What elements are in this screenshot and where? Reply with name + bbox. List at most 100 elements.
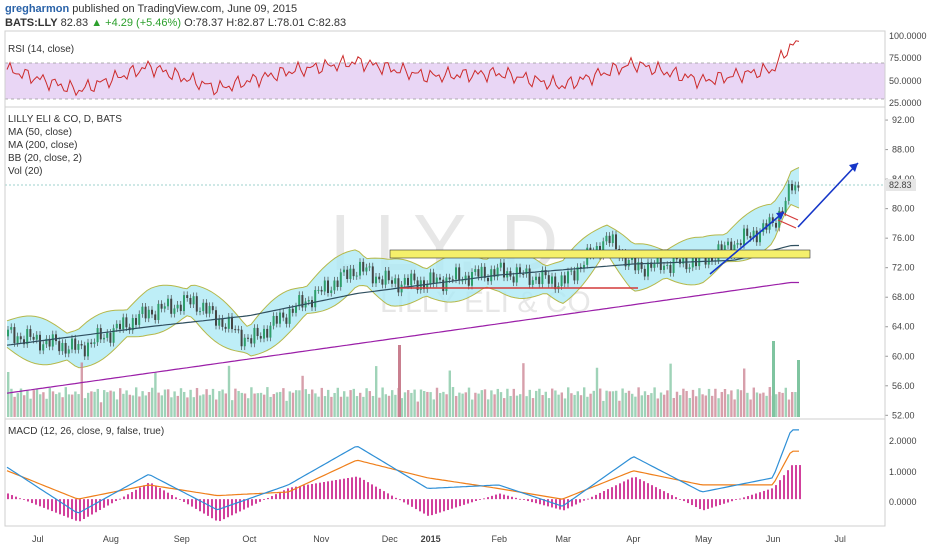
macd-hist-bar	[447, 499, 449, 510]
volume-bar	[333, 392, 336, 417]
macd-hist-bar	[571, 499, 573, 507]
macd-hist-bar	[511, 496, 513, 500]
macd-hist-bar	[143, 485, 145, 500]
volume-bar	[506, 388, 509, 417]
volume-bar	[202, 394, 205, 417]
volume-bar	[330, 396, 333, 417]
macd-hist-bar	[351, 477, 353, 500]
macd-hist-bar	[419, 499, 421, 512]
volume-bar	[51, 391, 55, 417]
x-tick-sep: Sep	[174, 534, 190, 544]
candle-body	[512, 276, 515, 283]
volume-bar	[32, 390, 35, 417]
macd-hist-bar	[311, 483, 313, 500]
volume-bar	[115, 399, 119, 417]
rsi-panel: RSI (14, close) 100.0000 75.0000 50.0000…	[5, 31, 927, 108]
candle-body	[455, 267, 457, 280]
volume-bar	[640, 395, 643, 417]
macd-hist-bar	[67, 499, 69, 518]
macd-hist-bar	[495, 494, 497, 500]
volume-bar	[621, 388, 624, 417]
price-panel: LLY, D LILLY ELI & CO LILLY ELI & CO, D,…	[5, 114, 916, 420]
candle-body	[442, 279, 445, 292]
macd-hist-bar	[383, 491, 385, 500]
candle-body	[637, 262, 640, 271]
macd-hist-bar	[747, 496, 749, 500]
candle-body	[464, 275, 467, 281]
macd-hist-bar	[399, 499, 401, 501]
volume-bar	[451, 387, 455, 417]
candle-body	[682, 255, 685, 264]
x-axis: Jul Aug Sep Oct Nov Dec 2015 Feb Mar Apr May Jun Jul	[32, 534, 846, 544]
volume-bar	[7, 372, 10, 417]
candle-body	[771, 217, 774, 223]
macd-hist-bar	[519, 498, 521, 500]
volume-bar	[775, 394, 778, 417]
macd-hist-bar	[327, 481, 329, 500]
volume-bar	[634, 396, 637, 417]
volume-bar	[39, 394, 42, 417]
volume-bar	[42, 392, 45, 417]
macd-hist-bar	[99, 499, 101, 511]
candle-body	[698, 253, 701, 267]
macd-hist-bar	[83, 499, 85, 519]
candle-body	[426, 283, 429, 290]
candle-body	[71, 338, 73, 350]
candle-body	[387, 270, 390, 281]
volume-bar	[19, 388, 23, 417]
volume-bar	[96, 388, 99, 417]
x-tick-mar: Mar	[556, 534, 572, 544]
candle-body	[160, 303, 163, 309]
macd-hist-bar	[583, 499, 585, 501]
candle-body	[663, 265, 665, 270]
volume-bars	[7, 341, 800, 417]
macd-hist-bar	[795, 465, 797, 500]
macd-hist-bar	[227, 499, 229, 518]
macd-hist-bar	[735, 499, 737, 500]
candle-body	[26, 329, 29, 345]
macd-hist-bar	[619, 483, 621, 500]
candle-body	[730, 241, 733, 256]
macd-hist-bar	[799, 465, 801, 500]
author-link[interactable]: gregharmon	[5, 3, 70, 15]
candle-body	[247, 337, 249, 339]
macd-hist-bar	[183, 499, 185, 502]
macd-hist-bar	[471, 499, 473, 503]
macd-signal-line	[6, 450, 799, 500]
macd-hist-bar	[359, 477, 361, 500]
volume-bar	[253, 393, 256, 417]
macd-hist-bar	[267, 497, 269, 500]
volume-bar	[192, 397, 195, 417]
volume-bar	[778, 391, 781, 417]
volume-bar	[458, 392, 461, 417]
price-tick-8: 60.00	[892, 351, 915, 361]
macd-tick-2: 0.0000	[889, 497, 917, 507]
candle-body	[55, 334, 57, 342]
candle-body	[727, 241, 729, 246]
candle-body	[541, 270, 544, 285]
candle-body	[141, 306, 144, 315]
candle-body	[202, 302, 205, 312]
x-tick-jun: Jun	[766, 534, 781, 544]
candle-body	[736, 243, 739, 245]
candle-body	[317, 289, 320, 291]
candle-body	[544, 270, 547, 276]
macd-hist-bar	[127, 494, 129, 500]
volume-bar	[787, 399, 791, 417]
volume-bar	[442, 391, 445, 417]
volume-bar	[179, 388, 183, 417]
macd-hist-bar	[667, 493, 669, 500]
volume-bar	[343, 391, 346, 417]
volume-bar	[311, 389, 314, 417]
candle-body	[115, 323, 118, 329]
candle-body	[234, 329, 237, 331]
candle-body	[157, 303, 160, 320]
candle-body	[643, 268, 646, 277]
rsi-tick-0: 100.0000	[889, 31, 927, 41]
volume-bar	[493, 394, 496, 417]
volume-bar	[400, 398, 403, 417]
candle-body	[151, 309, 153, 315]
volume-bar	[304, 389, 307, 417]
candle-body	[237, 329, 240, 331]
